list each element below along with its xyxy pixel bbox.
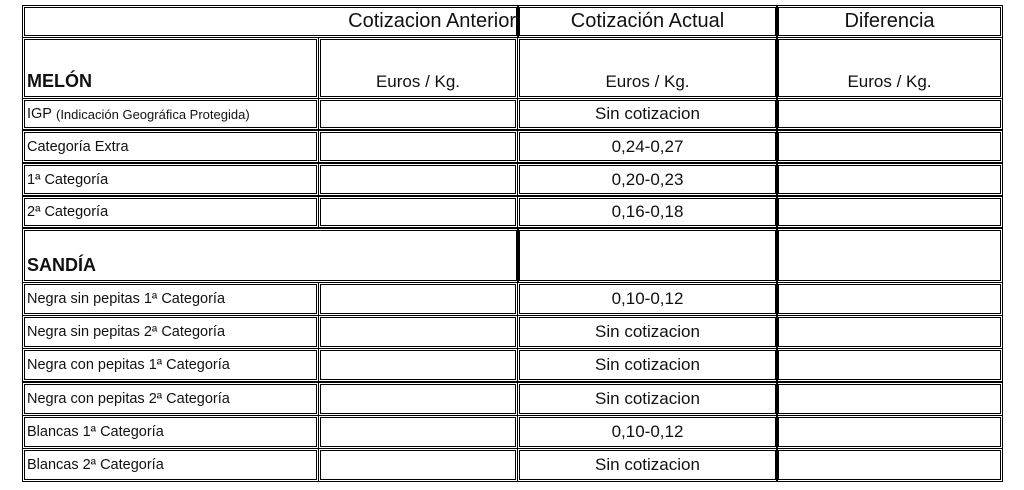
- melon-row-label: IGP (Indicación Geográfica Protegida): [22, 98, 319, 130]
- header-current: Cotización Actual: [517, 5, 778, 38]
- melon-row-diff: [776, 130, 1003, 163]
- header-diff: Diferencia: [776, 5, 1003, 38]
- sandia-row-diff: [776, 414, 1003, 449]
- sandia-row-diff: [776, 448, 1003, 482]
- sandia-title: SANDÍA: [22, 228, 519, 283]
- sandia-row-label: Blancas 1ª Categoría: [22, 414, 319, 449]
- melon-row-label: 1ª Categoría: [22, 163, 319, 196]
- label-main: IGP: [27, 106, 52, 122]
- sandia-row-label: Negra sin pepitas 2ª Categoría: [22, 315, 319, 350]
- unit-diff: Euros / Kg.: [776, 37, 1003, 99]
- melon-row-diff: [776, 98, 1003, 130]
- sandia-row-label: Negra sin pepitas 1ª Categoría: [22, 282, 319, 316]
- sandia-row-prev: [318, 414, 518, 449]
- sandia-row-current: Sin cotizacion: [517, 448, 778, 482]
- melon-row-prev: [318, 98, 518, 130]
- sandia-row-prev: [318, 282, 518, 316]
- sandia-row-prev: [318, 348, 518, 383]
- unit-current: Euros / Kg.: [517, 37, 778, 99]
- sandia-current-empty: [517, 228, 778, 283]
- sandia-row-prev: [318, 448, 518, 482]
- melon-title: MELÓN: [22, 37, 319, 99]
- sandia-row-current: Sin cotizacion: [517, 315, 778, 350]
- sandia-row-current: Sin cotizacion: [517, 348, 778, 383]
- sandia-row-diff: [776, 315, 1003, 350]
- unit-prev: Euros / Kg.: [318, 37, 518, 99]
- melon-row-label: Categoría Extra: [22, 130, 319, 163]
- sandia-row-label: Negra con pepitas 2ª Categoría: [22, 381, 319, 416]
- sandia-row-diff: [776, 381, 1003, 416]
- melon-row-current: 0,24-0,27: [517, 130, 778, 163]
- melon-row-current: 0,16-0,18: [517, 196, 778, 228]
- sandia-row-prev: [318, 315, 518, 350]
- melon-row-current: 0,20-0,23: [517, 163, 778, 196]
- label-note: (Indicación Geográfica Protegida): [55, 106, 250, 122]
- melon-row-prev: [318, 130, 518, 163]
- melon-row-prev: [318, 163, 518, 196]
- sandia-row-label: Negra con pepitas 1ª Categoría: [22, 348, 319, 383]
- label-main: Categoría Extra: [27, 138, 129, 155]
- sandia-diff-empty: [776, 228, 1003, 283]
- sandia-row-diff: [776, 282, 1003, 316]
- sandia-row-current: 0,10-0,12: [517, 282, 778, 316]
- melon-row-current: Sin cotizacion: [517, 98, 778, 130]
- melon-row-diff: [776, 163, 1003, 196]
- header-prev: Cotizacion Anterior: [22, 5, 519, 38]
- melon-row-prev: [318, 196, 518, 228]
- label-main: 2ª Categoría: [27, 204, 109, 220]
- sandia-row-current: 0,10-0,12: [517, 414, 778, 449]
- sandia-row-current: Sin cotizacion: [517, 381, 778, 416]
- header-prev-text: Cotizacion Anterior: [348, 10, 516, 32]
- melon-row-label: 2ª Categoría: [22, 196, 319, 228]
- sandia-row-prev: [318, 381, 518, 416]
- sandia-row-label: Blancas 2ª Categoría: [22, 448, 319, 482]
- melon-row-diff: [776, 196, 1003, 228]
- label-main: 1ª Categoría: [27, 171, 109, 188]
- sandia-row-diff: [776, 348, 1003, 383]
